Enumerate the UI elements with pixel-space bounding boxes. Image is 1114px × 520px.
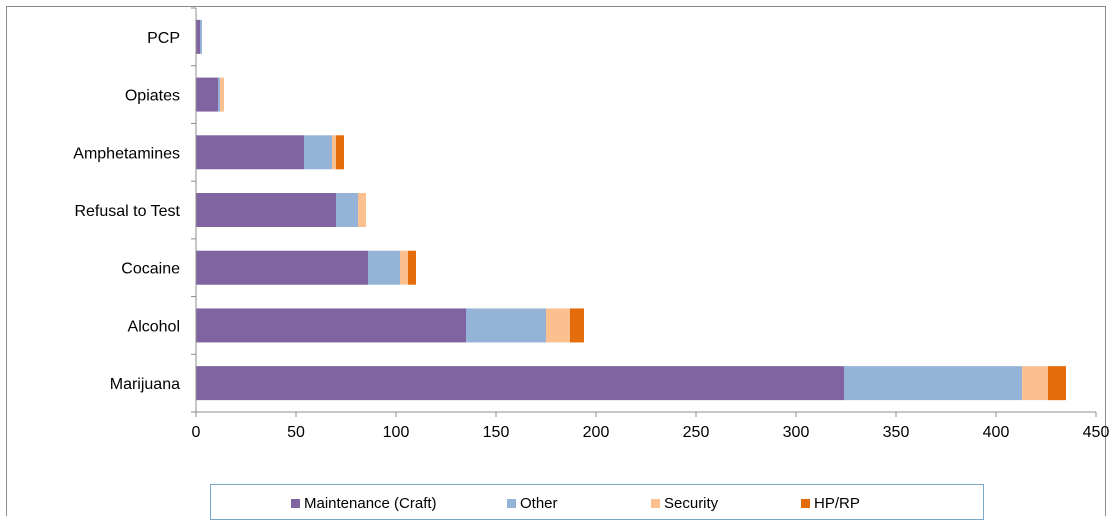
bar-amphetamines-maintenance-craft bbox=[196, 135, 304, 170]
x-tick-label: 350 bbox=[883, 424, 910, 441]
bar-amphetamines-security bbox=[332, 135, 336, 170]
x-tick-label: 0 bbox=[192, 424, 201, 441]
bar-alcohol-other bbox=[466, 308, 546, 343]
x-tick-label: 50 bbox=[287, 424, 305, 441]
bar-refusal-to-test-other bbox=[336, 193, 358, 227]
y-tick-label: Marijuana bbox=[110, 376, 180, 393]
legend-swatch bbox=[651, 498, 660, 508]
bar-alcohol-security bbox=[546, 308, 570, 343]
bar-amphetamines-hp-rp bbox=[336, 135, 344, 170]
chart-frame bbox=[6, 6, 1106, 516]
bar-pcp-other bbox=[200, 19, 202, 54]
axes-layer: PCP Opiates Amphetamines Refusal to Test Coc… bbox=[73, 7, 1110, 441]
bars-layer bbox=[196, 19, 1066, 401]
bar-cocaine-hp-rp bbox=[408, 250, 416, 285]
x-tick-label: 400 bbox=[983, 424, 1010, 441]
bar-pcp-maintenance-craft bbox=[196, 19, 200, 54]
bar-refusal-to-test-maintenance-craft bbox=[196, 193, 336, 227]
bar-opiates-other bbox=[218, 77, 220, 112]
bar-opiates-maintenance-craft bbox=[196, 77, 218, 112]
x-tick-label: 150 bbox=[483, 424, 510, 441]
y-tick-label: PCP bbox=[147, 30, 180, 47]
bar-opiates-security bbox=[220, 77, 224, 112]
y-tick-label: Opiates bbox=[125, 88, 180, 105]
bar-cocaine-security bbox=[400, 250, 408, 285]
bar-marijuana-other bbox=[844, 366, 1022, 401]
y-tick-label: Refusal to Test bbox=[74, 203, 180, 220]
legend-label: Maintenance (Craft) bbox=[304, 494, 437, 512]
legend-item-security: Security bbox=[651, 494, 718, 512]
legend-label: Other bbox=[520, 494, 558, 512]
x-tick-label: 250 bbox=[683, 424, 710, 441]
legend-item-hp-rp: HP/RP bbox=[801, 494, 860, 512]
legend-item-maintenance-craft: Maintenance (Craft) bbox=[291, 494, 437, 512]
y-tick-label: Alcohol bbox=[128, 318, 180, 335]
legend-swatch bbox=[507, 498, 516, 508]
y-tick-label: Cocaine bbox=[121, 261, 180, 278]
bar-amphetamines-other bbox=[304, 135, 332, 170]
bar-refusal-to-test-security bbox=[358, 193, 366, 227]
bar-marijuana-hp-rp bbox=[1048, 366, 1066, 401]
chart-legend: Maintenance (Craft) Other Security HP/RP bbox=[210, 484, 984, 520]
y-tick-label: Amphetamines bbox=[73, 145, 180, 162]
bar-cocaine-other bbox=[368, 250, 400, 285]
legend-label: HP/RP bbox=[814, 494, 860, 512]
legend-item-other: Other bbox=[507, 494, 558, 512]
x-tick-label: 100 bbox=[383, 424, 410, 441]
x-tick-label: 450 bbox=[1083, 424, 1110, 441]
bar-alcohol-maintenance-craft bbox=[196, 308, 466, 343]
bar-alcohol-hp-rp bbox=[570, 308, 584, 343]
bar-marijuana-security bbox=[1022, 366, 1048, 401]
bar-marijuana-maintenance-craft bbox=[196, 366, 844, 401]
legend-swatch bbox=[801, 498, 810, 508]
legend-label: Security bbox=[664, 494, 719, 512]
bar-cocaine-maintenance-craft bbox=[196, 250, 368, 285]
legend-swatch bbox=[291, 498, 300, 508]
x-tick-label: 300 bbox=[783, 424, 810, 441]
x-tick-label: 200 bbox=[583, 424, 610, 441]
